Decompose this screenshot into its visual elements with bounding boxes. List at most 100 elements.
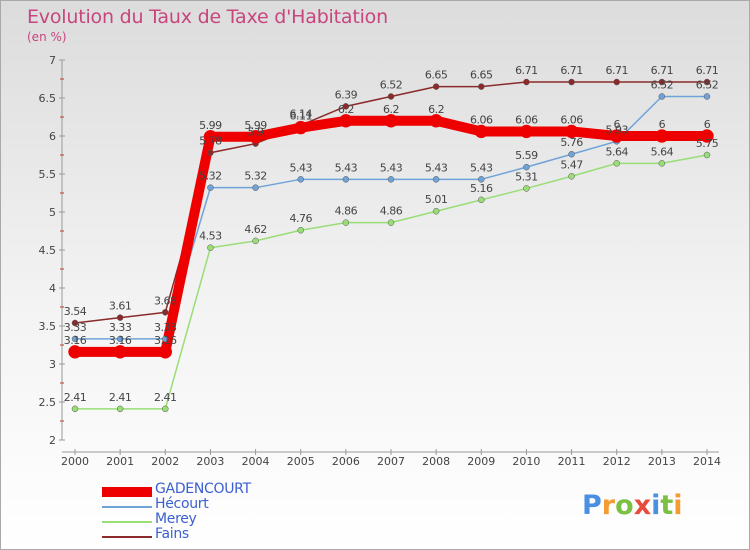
data-point-hecourt bbox=[387, 176, 395, 183]
data-label-merey: 5.01 bbox=[425, 193, 448, 206]
data-point-fains bbox=[523, 78, 530, 86]
data-point-hecourt bbox=[252, 184, 259, 191]
data-point-merey bbox=[387, 219, 395, 226]
data-label-gadencourt: 6 bbox=[704, 118, 711, 131]
data-label-hecourt: 5.43 bbox=[470, 161, 493, 174]
data-label-gadencourt: 6.06 bbox=[515, 113, 538, 126]
x-tick-label: 2006 bbox=[332, 455, 360, 468]
data-label-hecourt: 5.32 bbox=[244, 170, 267, 183]
data-point-gadencourt bbox=[655, 129, 669, 143]
data-point-gadencourt bbox=[293, 120, 308, 135]
x-tick-label: 2001 bbox=[106, 455, 134, 468]
data-label-merey: 5.75 bbox=[696, 137, 719, 150]
data-label-gadencourt: 3.16 bbox=[109, 334, 132, 347]
y-tick-label: 7 bbox=[49, 54, 56, 67]
data-label-fains: 6.71 bbox=[696, 64, 719, 77]
data-label-hecourt: 5.76 bbox=[560, 136, 583, 149]
data-label-fains: 6.71 bbox=[515, 64, 538, 77]
data-point-hecourt bbox=[342, 176, 350, 183]
data-label-merey: 2.41 bbox=[154, 391, 177, 404]
data-point-gadencourt bbox=[384, 114, 398, 128]
data-point-hecourt bbox=[116, 335, 124, 343]
data-point-merey bbox=[613, 160, 620, 167]
x-tick-label: 2004 bbox=[242, 455, 270, 468]
data-point-gadencourt bbox=[474, 124, 489, 139]
x-tick-label: 2009 bbox=[467, 455, 495, 468]
data-point-gadencourt bbox=[68, 345, 82, 359]
data-label-gadencourt: 5.99 bbox=[199, 119, 222, 132]
data-point-fains bbox=[342, 103, 350, 110]
data-label-fains: 6.39 bbox=[335, 88, 358, 101]
data-point-merey bbox=[116, 405, 124, 413]
data-point-merey bbox=[432, 207, 440, 215]
data-label-merey: 4.62 bbox=[244, 223, 267, 236]
data-point-fains bbox=[207, 149, 214, 156]
data-point-gadencourt bbox=[248, 130, 263, 144]
chart-subtitle: (en %) bbox=[27, 30, 67, 44]
data-point-fains bbox=[162, 309, 169, 316]
data-point-fains bbox=[613, 78, 620, 86]
data-point-hecourt bbox=[478, 176, 485, 183]
x-tick-label: 2007 bbox=[377, 455, 405, 468]
x-tick-label: 2011 bbox=[558, 455, 586, 468]
y-tick-label: 5.5 bbox=[39, 168, 57, 181]
x-tick-label: 2008 bbox=[422, 455, 450, 468]
data-point-merey bbox=[568, 173, 575, 180]
y-tick-label: 6.5 bbox=[39, 92, 57, 105]
data-label-hecourt: 5.43 bbox=[380, 161, 403, 174]
data-point-hecourt bbox=[162, 335, 169, 343]
data-point-hecourt bbox=[71, 335, 79, 343]
data-point-merey bbox=[297, 226, 304, 234]
data-label-gadencourt: 6.2 bbox=[383, 103, 399, 116]
data-label-fains: 6.65 bbox=[425, 69, 448, 82]
data-point-gadencourt bbox=[564, 124, 579, 139]
legend-swatch bbox=[102, 535, 152, 538]
data-point-gadencourt bbox=[203, 130, 218, 144]
data-point-merey bbox=[71, 405, 79, 413]
data-label-hecourt: 5.32 bbox=[199, 170, 222, 183]
data-point-hecourt bbox=[703, 93, 711, 100]
legend-label: Hécourt bbox=[155, 496, 209, 512]
data-point-hecourt bbox=[432, 176, 440, 183]
data-point-merey bbox=[658, 160, 666, 167]
data-label-gadencourt: 6.2 bbox=[428, 103, 444, 116]
data-point-merey bbox=[342, 219, 350, 226]
data-label-merey: 5.64 bbox=[651, 145, 674, 158]
data-point-fains bbox=[478, 83, 485, 90]
data-point-gadencourt bbox=[158, 345, 173, 359]
y-tick-label: 4.5 bbox=[39, 244, 57, 257]
data-label-merey: 4.86 bbox=[335, 205, 358, 218]
data-label-gadencourt: 3.16 bbox=[64, 334, 87, 347]
data-label-hecourt: 5.93 bbox=[605, 123, 628, 136]
data-point-merey bbox=[207, 244, 214, 251]
legend-swatch bbox=[102, 520, 152, 523]
data-label-gadencourt: 5.99 bbox=[244, 119, 267, 132]
data-point-merey bbox=[478, 196, 485, 204]
data-point-merey bbox=[252, 237, 259, 245]
data-label-hecourt: 3.33 bbox=[154, 321, 177, 334]
data-point-hecourt bbox=[568, 150, 575, 158]
data-label-merey: 5.64 bbox=[605, 145, 628, 158]
data-point-hecourt bbox=[207, 184, 214, 191]
x-tick-label: 2005 bbox=[287, 455, 315, 468]
data-point-fains bbox=[703, 78, 711, 86]
data-label-hecourt: 5.43 bbox=[335, 161, 358, 174]
data-label-fains: 3.68 bbox=[154, 294, 177, 307]
data-label-merey: 4.53 bbox=[199, 230, 222, 243]
data-point-fains bbox=[71, 319, 79, 327]
data-label-hecourt: 3.33 bbox=[64, 321, 87, 334]
y-tick-label: 3 bbox=[49, 358, 56, 371]
data-point-gadencourt bbox=[519, 124, 534, 139]
legend-swatch bbox=[102, 505, 152, 508]
data-label-fains: 3.61 bbox=[109, 300, 132, 313]
data-label-fains: 5.9 bbox=[248, 126, 264, 139]
data-point-gadencourt bbox=[113, 345, 127, 359]
data-point-fains bbox=[387, 93, 395, 100]
data-point-gadencourt bbox=[429, 114, 443, 128]
data-label-gadencourt: 6.06 bbox=[470, 113, 493, 126]
data-point-fains bbox=[568, 78, 575, 86]
data-point-gadencourt bbox=[700, 129, 714, 143]
data-point-hecourt bbox=[658, 93, 666, 100]
data-label-merey: 4.86 bbox=[380, 205, 403, 218]
